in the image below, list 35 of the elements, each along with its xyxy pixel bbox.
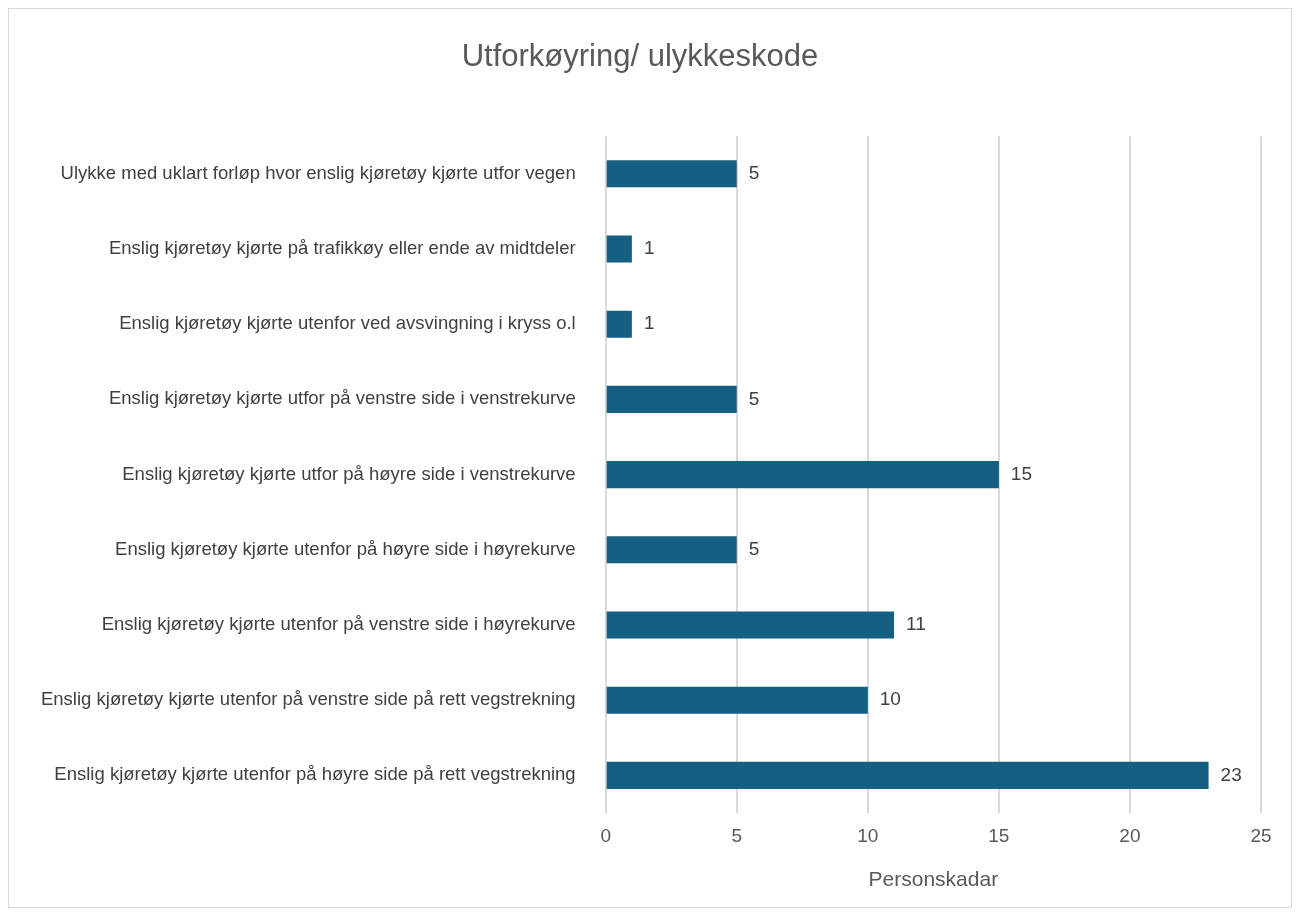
x-tick-label: 20 [1119,824,1141,846]
y-tick-label: Enslig kjøretøy kjørte utenfor på høyre side i høyrekurve [115,537,576,559]
bar [606,235,632,263]
bar [606,686,868,714]
chart-title: Utforkøyring/ ulykkeskode [461,38,819,74]
x-tick-label: 10 [857,824,879,846]
data-label: 11 [906,613,926,635]
data-label: 15 [1010,462,1033,484]
y-tick-label: Enslig kjøretøy kjørte utfor på høyre side i venstrekurve [122,462,576,484]
y-tick-label: Enslig kjøretøy kjørte utenfor ved avsvingning i kryss o.l [119,312,576,334]
y-tick-label: Enslig kjøretøy kjørte utfor på venstre side i venstrekurve [108,387,576,409]
bar [606,160,737,188]
data-label: 5 [748,387,760,409]
bar [606,461,999,489]
y-tick-label: Ulykke med uklart forløp hvor enslig kjøretøy kjørte utfor vegen [60,161,576,183]
bar [606,310,632,338]
bar [606,385,737,413]
x-tick-label: 5 [731,824,743,846]
y-tick-label: Enslig kjøretøy kjørte på trafikkøy eller ende av midtdeler [108,237,576,259]
data-label: 5 [748,162,760,184]
bar [606,761,1209,789]
data-label: 23 [1220,763,1242,785]
y-tick-label: Enslig kjøretøy kjørte utenfor på venstre side i høyrekurve [101,613,576,635]
y-tick-label: Enslig kjøretøy kjørte utenfor på venstre side på rett vegstrekning [40,688,576,710]
x-tick-label: 15 [988,824,1010,846]
data-label: 5 [748,538,760,560]
data-label: 10 [879,688,901,710]
x-tick-label: 25 [1250,824,1272,846]
bar [606,536,737,564]
x-axis-title: Personskadar [868,867,999,891]
bar [606,611,895,639]
x-tick-label: 0 [600,824,611,846]
y-tick-label: Enslig kjøretøy kjørte utenfor på høyre side på rett vegstrekning [54,763,576,785]
data-label: 1 [643,237,655,259]
data-label: 1 [643,312,655,334]
